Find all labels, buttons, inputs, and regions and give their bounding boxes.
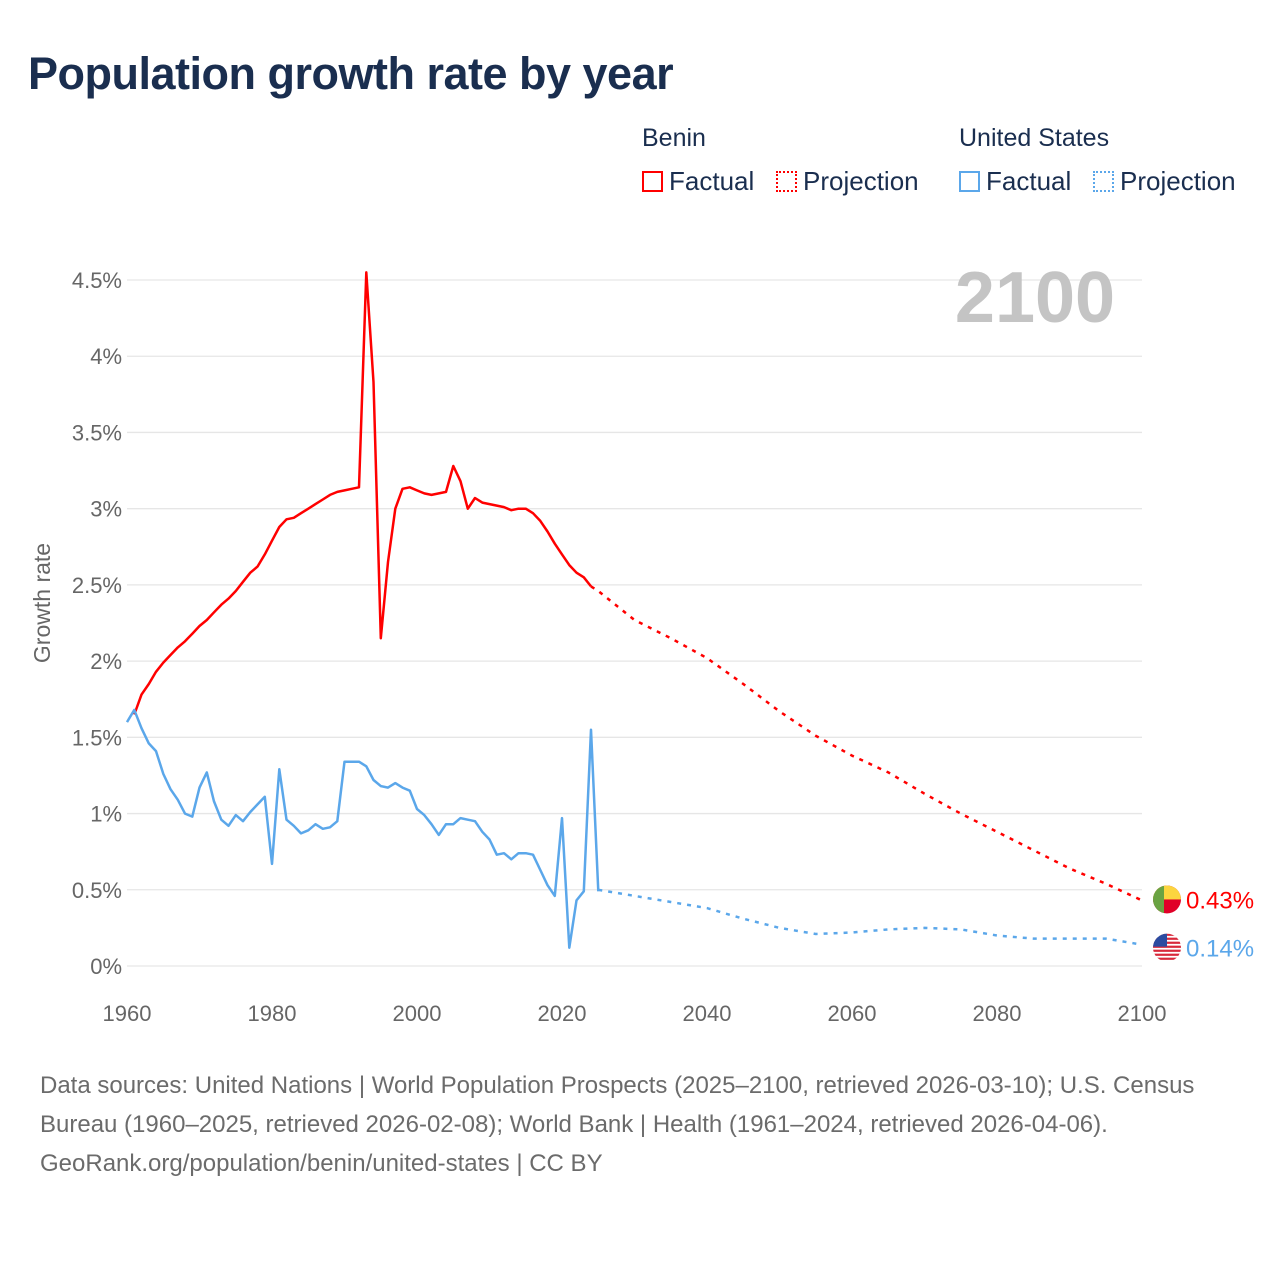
legend-benin-factual[interactable]: Factual — [642, 166, 754, 197]
y-tick-label: 3% — [90, 497, 122, 522]
legend-swatch-solid-icon — [642, 171, 663, 192]
flag-stripe — [1153, 945, 1181, 948]
legend-label: Projection — [803, 166, 919, 196]
current-year-label: 2100 — [955, 258, 1115, 338]
credit-link[interactable]: GeoRank.org/population/benin/united-stat… — [40, 1150, 603, 1177]
legend-swatch-solid-icon — [959, 171, 980, 192]
y-axis-label: Growth rate — [29, 543, 55, 663]
united-states-end-value: 0.14% — [1186, 936, 1254, 963]
flag-stripe — [1153, 957, 1181, 960]
united-states-flag-icon — [1153, 933, 1181, 962]
x-tick-label: 2100 — [1118, 1001, 1167, 1026]
y-tick-label: 0.5% — [72, 878, 122, 903]
y-tick-label: 2.5% — [72, 573, 122, 598]
footer: Data sources: United Nations | World Pop… — [40, 1066, 1230, 1183]
y-tick-label: 3.5% — [72, 420, 122, 445]
flag-green — [1153, 885, 1164, 914]
x-tick-label: 2060 — [828, 1001, 877, 1026]
benin-projection-line — [590, 585, 1143, 902]
legend-label: Projection — [1120, 166, 1236, 196]
legend-us-factual[interactable]: Factual — [959, 166, 1071, 197]
x-tick-label: 2080 — [973, 1001, 1022, 1026]
legend-label: Factual — [669, 166, 755, 196]
legend-swatch-dotted-icon — [1093, 171, 1114, 192]
flag-body — [1153, 933, 1181, 962]
chart-title: Population growth rate by year — [28, 48, 674, 99]
united-states-factual-line — [125, 708, 600, 949]
x-tick-label: 2020 — [538, 1001, 587, 1026]
line-chart: 0% 0.5% 1% 1.5% 2% 2.5% 3% 3.5% 4% 4.5% 1960 1980 20… — [29, 258, 1254, 1026]
benin-factual-line — [133, 271, 592, 715]
x-tick-label: 1960 — [103, 1001, 152, 1026]
y-tick-label: 4.5% — [72, 268, 122, 293]
data-sources: Data sources: United Nations | World Pop… — [40, 1072, 1195, 1138]
x-tick-label: 2040 — [683, 1001, 732, 1026]
flag-canton — [1153, 933, 1167, 947]
y-tick-label: 4% — [90, 344, 122, 369]
x-tick-label: 2000 — [393, 1001, 442, 1026]
flag-stripe — [1153, 949, 1181, 952]
legend-label: Factual — [986, 166, 1072, 196]
benin-flag-icon — [1153, 885, 1181, 914]
legend-us-projection[interactable]: Projection — [1093, 166, 1236, 197]
legend-benin-projection[interactable]: Projection — [776, 166, 919, 197]
legend-group-united-states: United States — [959, 124, 1110, 152]
flag-body — [1153, 885, 1181, 914]
y-tick-label: 1.5% — [72, 725, 122, 750]
united-states-projection-line — [598, 888, 1143, 946]
legend-swatch-dotted-icon — [776, 171, 797, 192]
y-tick-label: 1% — [90, 802, 122, 827]
flag-stripe — [1153, 953, 1181, 956]
y-tick-label: 2% — [90, 649, 122, 674]
x-tick-label: 1980 — [248, 1001, 297, 1026]
legend-group-benin: Benin — [642, 124, 706, 152]
benin-end-value: 0.43% — [1186, 887, 1254, 914]
y-tick-label: 0% — [90, 954, 122, 979]
